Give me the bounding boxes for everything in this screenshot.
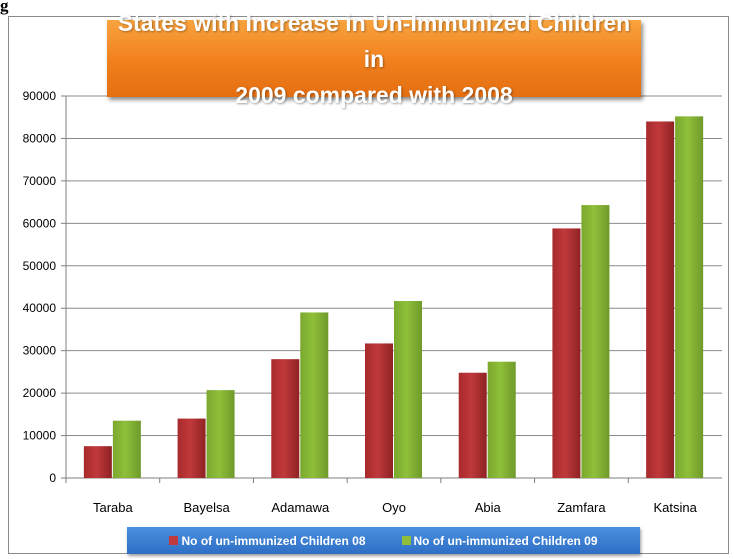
y-tick-label: 70000 — [23, 174, 57, 188]
legend-label-08: No of un-immunized Children 08 — [181, 533, 366, 548]
y-tick-label: 10000 — [23, 429, 57, 443]
y-tick-label: 20000 — [23, 386, 57, 400]
bar-bayelsa-09 — [206, 390, 235, 478]
x-tick-label: Adamawa — [271, 500, 330, 515]
legend-item-08: No of un-immunized Children 08 — [169, 533, 366, 548]
figure-label: g — [0, 0, 9, 15]
x-tick-label: Oyo — [382, 500, 406, 515]
legend-label-09: No of un-immunized Children 09 — [413, 533, 598, 548]
legend-item-09: No of un-immunized Children 09 — [401, 533, 598, 548]
legend-swatch-09 — [401, 536, 411, 545]
x-tick-label: Bayelsa — [183, 500, 230, 515]
bar-oyo-09 — [394, 301, 422, 478]
y-tick-label: 80000 — [23, 131, 57, 145]
bar-taraba-08 — [83, 446, 112, 478]
x-tick-label: Katsina — [653, 500, 697, 515]
chart-title-banner: States with Increase in Un-Immunized Chi… — [107, 10, 641, 108]
bar-adamawa-08 — [271, 359, 300, 478]
bar-katsina-08 — [646, 121, 675, 478]
bar-bayelsa-08 — [177, 418, 206, 478]
x-tick-label: Zamfara — [557, 500, 606, 515]
y-tick-label: 0 — [49, 471, 56, 485]
x-tick-label: Abia — [475, 500, 502, 515]
y-tick-label: 90000 — [23, 89, 57, 103]
y-tick-label: 30000 — [23, 344, 57, 358]
bar-zamfara-09 — [581, 205, 610, 479]
y-tick-label: 40000 — [23, 301, 57, 315]
bar-katsina-09 — [675, 116, 704, 478]
bar-zamfara-08 — [552, 228, 581, 478]
legend: No of un-immunized Children 08 No of un-… — [127, 527, 640, 554]
bar-abia-09 — [487, 361, 516, 478]
bar-oyo-08 — [365, 343, 393, 478]
bar-taraba-09 — [112, 420, 141, 478]
legend-swatch-08 — [169, 536, 179, 545]
chart-title: States with Increase in Un-Immunized Chi… — [117, 9, 631, 108]
y-tick-label: 50000 — [23, 259, 57, 273]
x-tick-label: Taraba — [93, 500, 134, 515]
bar-abia-08 — [458, 372, 487, 478]
y-tick-label: 60000 — [23, 216, 57, 230]
bar-adamawa-09 — [300, 312, 329, 478]
